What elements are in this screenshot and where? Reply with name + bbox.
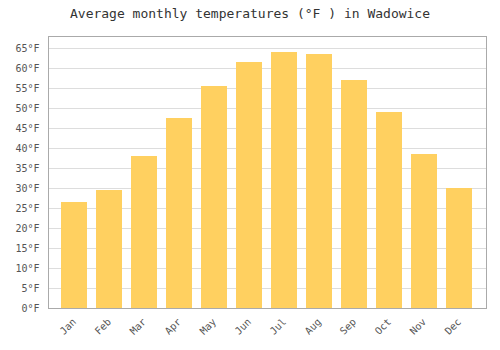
svg-text:May: May [198, 316, 219, 337]
svg-text:0°F: 0°F [21, 303, 39, 314]
svg-text:Sep: Sep [338, 316, 359, 337]
svg-text:60°F: 60°F [15, 63, 39, 74]
svg-text:Jan: Jan [58, 316, 79, 337]
html-text:Average monthly temperatures (: Average monthly temperatures (°F ) in Wa… [70, 6, 430, 21]
svg-text:Jun: Jun [233, 316, 254, 337]
svg-text:50°F: 50°F [15, 103, 39, 114]
svg-text:Dec: Dec [443, 316, 464, 337]
svg-text:Feb: Feb [93, 316, 114, 337]
svg-text:5°F: 5°F [21, 283, 39, 294]
svg-text:Apr: Apr [163, 316, 184, 337]
svg-text:45°F: 45°F [15, 123, 39, 134]
svg-text:Aug: Aug [303, 316, 324, 337]
svg-text:40°F: 40°F [15, 143, 39, 154]
svg-text:30°F: 30°F [15, 183, 39, 194]
svg-text:20°F: 20°F [15, 223, 39, 234]
svg-text:Mar: Mar [128, 316, 149, 337]
svg-text:Jul: Jul [268, 316, 289, 337]
svg-text:35°F: 35°F [15, 163, 39, 174]
svg-text:Nov: Nov [408, 316, 429, 337]
svg-text:65°F: 65°F [15, 43, 39, 54]
svg-text:10°F: 10°F [15, 263, 39, 274]
svg-text:55°F: 55°F [15, 83, 39, 94]
svg-text:15°F: 15°F [15, 243, 39, 254]
svg-text:25°F: 25°F [15, 203, 39, 214]
svg-text:Oct: Oct [373, 316, 394, 337]
